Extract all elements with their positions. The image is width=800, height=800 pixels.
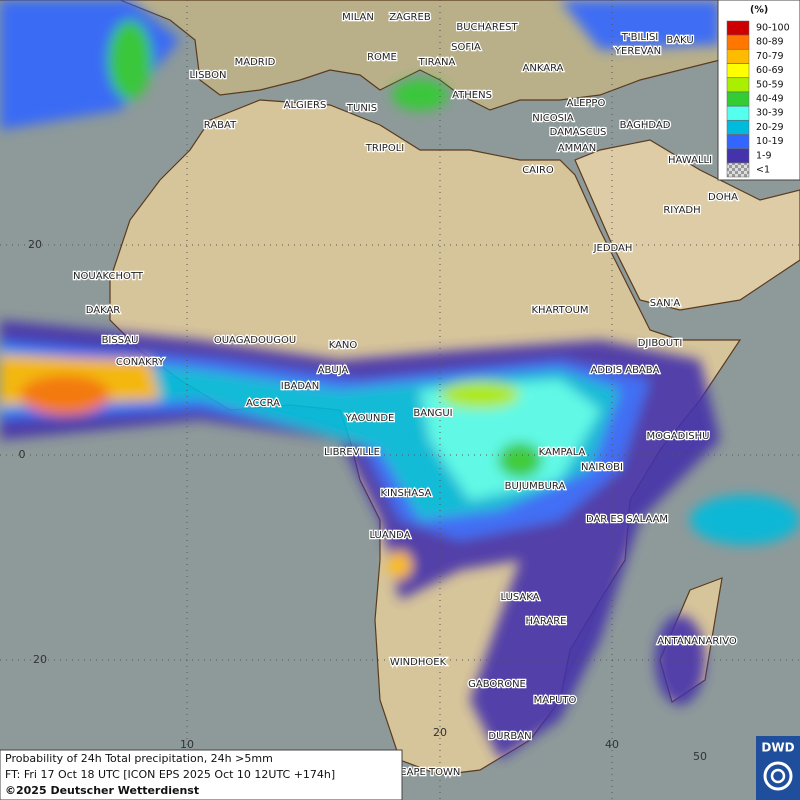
city-label: DOHA [708,192,738,203]
city-label: MAPUTO [534,695,577,706]
city-label: T'BILISI [621,32,658,43]
legend-swatch [726,34,750,50]
city-label: HAWALLI [668,155,712,166]
city-label: JEDDAH [593,243,633,254]
city-label: ACCRA [246,398,280,409]
legend-swatch [726,77,750,93]
graticule-label: 20 [433,726,447,739]
city-label: LISBON [190,70,227,81]
city-label: DURBAN [488,731,531,742]
city-label: MOGADISHU [647,431,710,442]
city-label: LUSAKA [501,592,540,603]
legend-label: 50-59 [756,79,784,90]
city-label: KHARTOUM [531,305,588,316]
city-label: KANO [329,340,358,351]
graticule-label: 20 [33,653,47,666]
city-label: BISSAU [102,335,139,346]
legend-label: 40-49 [756,94,784,105]
logo: DWD [756,736,800,800]
legend-label: 30-39 [756,108,784,119]
city-label: DAKAR [86,305,121,316]
city-label: ANTANANARIVO [657,636,737,647]
graticule-label: 20 [28,238,42,251]
city-label: BUJUMBURA [505,481,566,492]
legend-swatch [726,120,750,135]
city-label: MILAN [342,12,374,23]
legend-swatch [726,134,750,149]
precipitation [0,0,800,760]
city-label: TIRANA [418,57,456,68]
legend-label: 60-69 [756,65,784,76]
legend-swatch [726,105,750,121]
city-label: NOUAKCHOTT [73,271,144,282]
caption-line: ©2025 Deutscher Wetterdienst [5,784,199,797]
graticule-label: 0 [19,448,26,461]
legend-swatch [726,148,750,164]
city-label: CAPE TOWN [400,767,461,778]
city-label: BAGHDAD [620,120,671,131]
city-label: LUANDA [369,530,410,541]
legend-swatch [726,49,750,64]
city-label: KAMPALA [539,447,586,458]
city-label: CAIRO [522,165,554,176]
legend-label: 10-19 [756,136,784,147]
graticule-label: 10 [180,738,194,751]
graticule-label: 40 [605,738,619,751]
city-label: ANKARA [523,63,564,74]
legend-label: 80-89 [756,37,784,48]
city-label: AMMAN [558,143,596,154]
legend: (%) 90-100 80-89 70-79 60-69 50-59 40-49 30-39 2… [717,0,800,181]
city-label: DAMASCUS [550,127,607,138]
legend-unit: (%) [750,5,768,16]
city-label: CONAKRY [116,357,165,368]
graticule-label: 50 [693,750,707,763]
city-label: HARARE [525,616,566,627]
city-label: TRIPOLI [365,143,404,154]
city-label: SAN'A [650,298,681,309]
city-label: BAKU [666,35,693,46]
city-label: ZAGREB [389,12,431,23]
caption-line: Probability of 24h Total precipitation, … [5,752,273,765]
city-label: GABORONE [468,679,526,690]
caption-line: FT: Fri 17 Oct 18 UTC [ICON EPS 2025 Oct… [5,768,335,781]
city-label: IBADAN [281,381,320,392]
city-label: ROME [367,52,397,63]
legend-swatch [726,20,750,36]
legend-swatch [726,91,750,107]
city-label: ATHENS [452,90,492,101]
city-label: MADRID [235,57,276,68]
city-label: KINSHASA [380,488,431,499]
legend-swatch [726,63,750,78]
city-label: DJIBOUTI [638,338,683,349]
city-label: ADDIS ABABA [591,365,660,376]
legend-label: 70-79 [756,51,784,62]
logo-text: DWD [761,741,794,755]
legend-label: <1 [756,165,770,176]
city-label: DAR ES SALAAM [586,514,668,525]
legend-label: 90-100 [756,23,790,34]
city-label: ALEPPO [567,98,606,109]
city-label: RABAT [204,120,237,131]
city-label: TUNIS [346,103,377,114]
caption-box: Probability of 24h Total precipitation, … [0,749,403,800]
legend-label: 20-29 [756,122,784,133]
city-label: SOFIA [451,42,481,53]
city-label: OUAGADOUGOU [214,335,296,346]
city-label: YEREVAN [614,46,661,57]
city-label: NICOSIA [532,113,574,124]
city-label: YAOUNDE [345,413,395,424]
city-label: RIYADH [663,205,700,216]
city-label: BUCHAREST [456,22,518,33]
city-label: ALGIERS [284,100,327,111]
city-label: WINDHOEK [390,657,447,668]
legend-swatch [726,162,750,178]
legend-label: 1-9 [756,150,772,161]
city-label: NAIROBI [581,462,623,473]
city-label: LIBREVILLE [324,447,380,458]
city-label: ABUJA [318,365,349,376]
city-label: BANGUI [413,408,452,419]
